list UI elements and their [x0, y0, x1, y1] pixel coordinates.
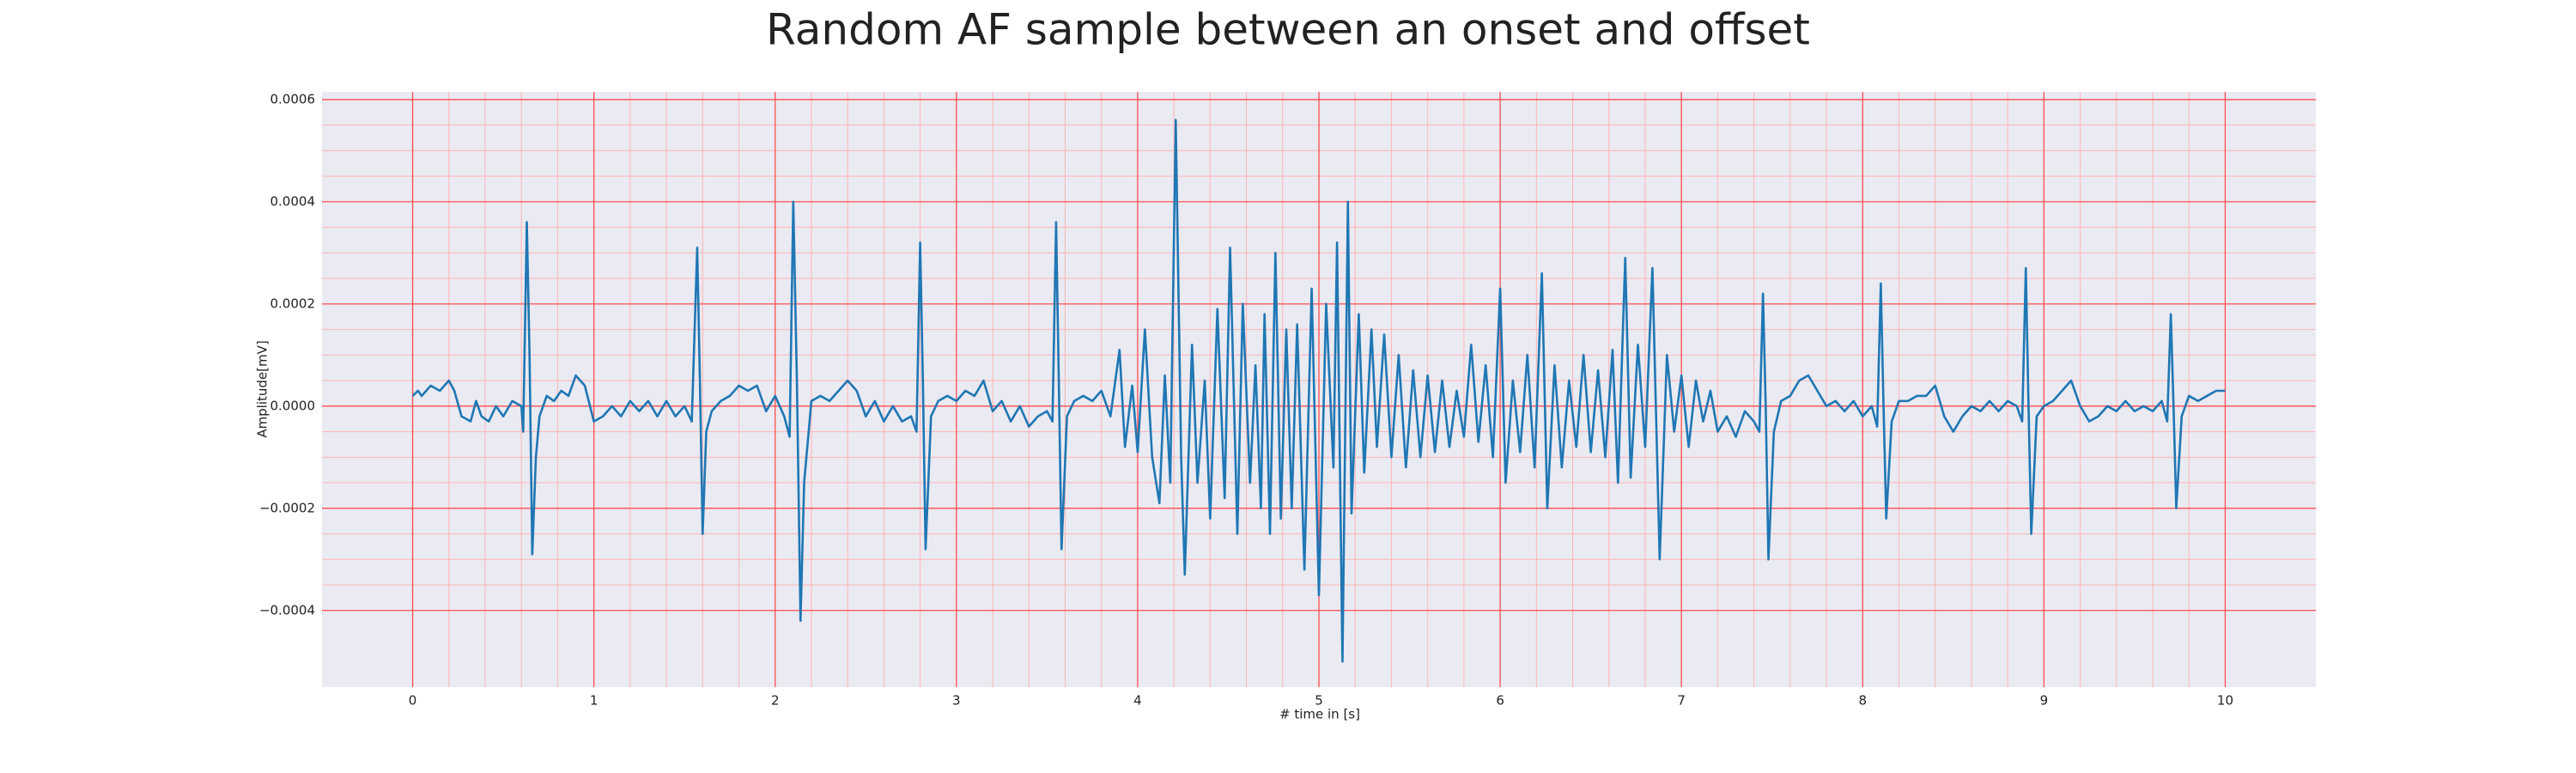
signal-line: [411, 119, 2226, 663]
x-tick-label: 4: [1133, 693, 1142, 709]
y-tick-label: −0.0002: [259, 500, 315, 515]
y-tick-label: 0.0000: [270, 398, 316, 413]
chart-title: Random AF sample between an onset and of…: [766, 5, 1810, 55]
x-tick-label: 9: [2040, 693, 2049, 709]
y-axis-label: Amplitude[mV]: [255, 340, 270, 437]
y-tick-label: −0.0004: [259, 602, 315, 618]
x-tick-label: 1: [590, 693, 598, 709]
x-tick-label: 2: [771, 693, 780, 709]
x-tick-label: 3: [952, 693, 961, 709]
x-tick-label: 10: [2217, 693, 2233, 709]
x-axis-label: # time in [s]: [1279, 707, 1360, 722]
y-tick-label: 0.0002: [270, 295, 316, 311]
x-tick-label: 7: [1677, 693, 1686, 709]
x-tick-label: 8: [1858, 693, 1867, 709]
y-tick-label: 0.0006: [270, 91, 316, 107]
x-tick-label: 0: [409, 693, 417, 709]
x-tick-label: 6: [1496, 693, 1504, 709]
y-tick-label: 0.0004: [270, 193, 316, 209]
x-tick-label: 5: [1315, 693, 1323, 709]
